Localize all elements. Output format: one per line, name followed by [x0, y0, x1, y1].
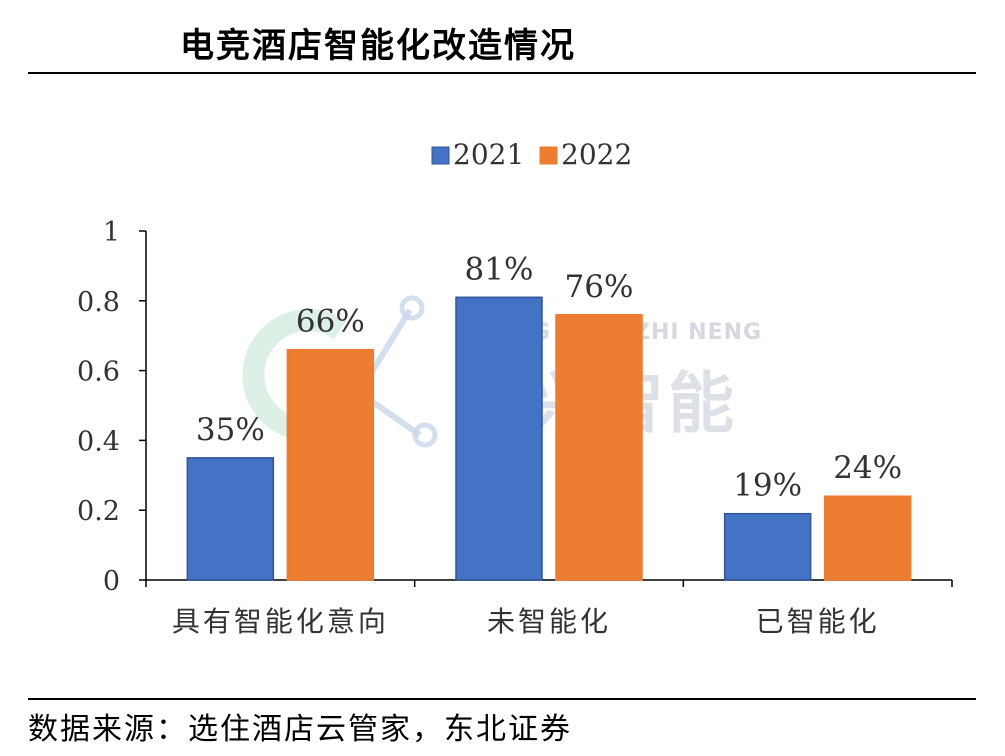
- data-label-2022-0: 66%: [296, 304, 365, 340]
- x-category-label: 已智能化: [756, 605, 880, 638]
- legend-swatch-2021: [431, 146, 450, 165]
- bar-2022-1: [555, 314, 643, 581]
- legend-label-2021: 2021: [453, 138, 524, 171]
- title-rule: [28, 72, 976, 74]
- data-source: 数据来源：选住酒店云管家，东北证券: [28, 712, 572, 747]
- data-label-2022-2: 24%: [833, 450, 902, 486]
- legend-swatch-2022: [539, 146, 558, 165]
- y-tick-label: 0.6: [77, 357, 120, 388]
- chart-title: 电竞酒店智能化改造情况: [180, 26, 576, 66]
- bar-2021-0: [186, 457, 275, 581]
- y-tick-label: 1: [103, 217, 120, 248]
- y-tick-label: 0.4: [77, 426, 120, 457]
- data-label-2022-1: 76%: [565, 269, 634, 305]
- bar-2022-0: [286, 348, 375, 581]
- data-label-2021-0: 35%: [196, 412, 265, 448]
- x-category-label: 具有智能化意向: [172, 605, 389, 638]
- data-label-2021-1: 81%: [465, 251, 534, 287]
- legend-label-2022: 2022: [561, 138, 632, 171]
- data-label-2021-2: 19%: [733, 468, 802, 504]
- bar-2021-1: [455, 296, 543, 581]
- y-tick-label: 0.2: [77, 496, 120, 527]
- x-category-label: 未智能化: [487, 605, 611, 638]
- bar-2022-2: [823, 495, 912, 581]
- source-rule: [28, 698, 976, 700]
- y-tick-label: 0: [103, 566, 120, 597]
- bar-2021-2: [723, 512, 812, 581]
- y-tick-label: 0.8: [77, 287, 120, 318]
